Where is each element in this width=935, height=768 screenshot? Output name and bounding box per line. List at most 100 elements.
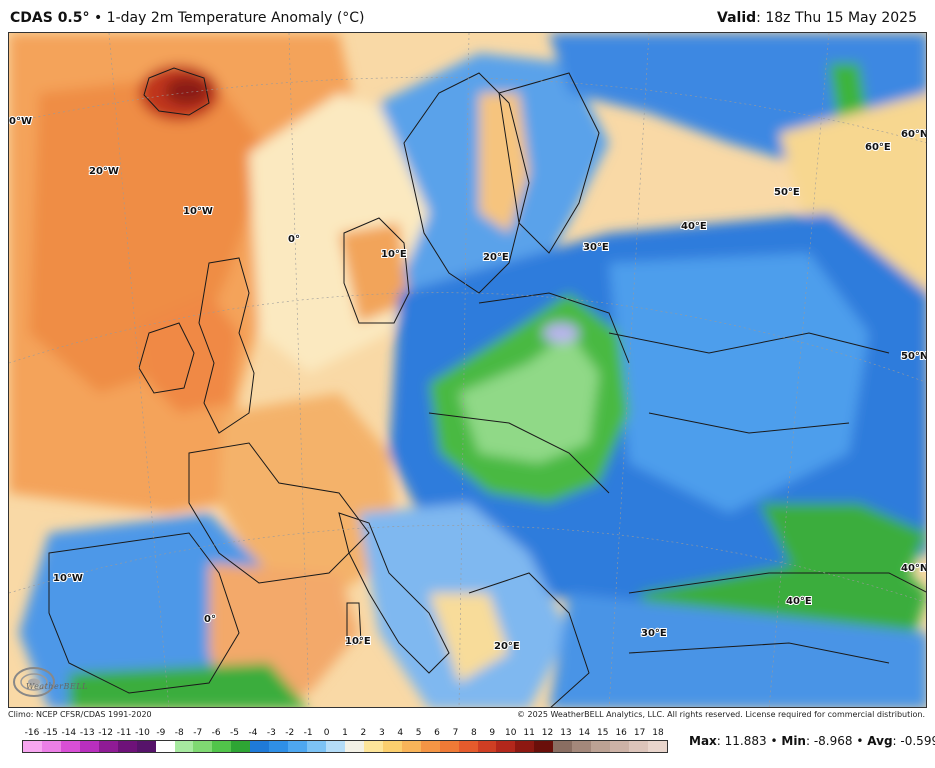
colorbar-tick-label: 7 bbox=[452, 728, 459, 738]
min-label: Min bbox=[781, 734, 806, 748]
anomaly-map: 0°W 20°W 10°W 0° 10°E 20°E 30°E 40°E 50°… bbox=[8, 32, 927, 708]
title-separator: • bbox=[93, 10, 103, 26]
colorbar-tick-label: 15 bbox=[597, 728, 609, 738]
lon-label: 40°E bbox=[786, 596, 812, 607]
colorbar-tick-label: -8 bbox=[174, 728, 184, 738]
lon-label: 60°E bbox=[865, 142, 891, 153]
colorbar-tick-label: -12 bbox=[98, 728, 113, 738]
stats-sep: • bbox=[770, 734, 778, 748]
coastlines bbox=[48, 67, 926, 707]
colorbar-tick-label: 11 bbox=[523, 728, 535, 738]
colorbar-tick-label: -10 bbox=[135, 728, 150, 738]
colorbar-tick-label: 3 bbox=[378, 728, 385, 738]
colorbar-tick-label: 12 bbox=[541, 728, 554, 738]
colorbar-tick-label: 13 bbox=[560, 728, 572, 738]
colorbar-cell bbox=[363, 741, 383, 752]
lon-lat-labels: 0°W 20°W 10°W 0° 10°E 20°E 30°E 40°E 50°… bbox=[9, 115, 927, 653]
lon-label: 40°E bbox=[681, 221, 707, 232]
map-canvas: 0°W 20°W 10°W 0° 10°E 20°E 30°E 40°E 50°… bbox=[9, 33, 927, 707]
colorbar-cell bbox=[647, 741, 667, 752]
product-description: 1-day 2m Temperature Anomaly (°C) bbox=[106, 10, 365, 26]
model-name: CDAS 0.5° bbox=[10, 10, 90, 26]
colorbar-cell bbox=[98, 741, 118, 752]
stats-sep: • bbox=[856, 734, 864, 748]
copyright-credit: © 2025 WeatherBELL Analytics, LLC. All r… bbox=[517, 710, 925, 719]
colorbar-cell bbox=[515, 741, 535, 752]
max-value: : 11.883 bbox=[716, 734, 767, 748]
colorbar-cell bbox=[307, 741, 326, 752]
graticule bbox=[9, 33, 926, 707]
lon-label: 10°E bbox=[345, 636, 371, 647]
colorbar-tick-label: -7 bbox=[193, 728, 203, 738]
colorbar-cell bbox=[193, 741, 213, 752]
colorbar-cell bbox=[41, 741, 61, 752]
colorbar-cell bbox=[610, 741, 629, 752]
lon-label: 20°E bbox=[494, 641, 520, 652]
colorbar-tick-label: -5 bbox=[230, 728, 240, 738]
colorbar-tick-label: -2 bbox=[285, 728, 295, 738]
colorbar-tick-label: 1 bbox=[342, 728, 348, 738]
colorbar-tick-label: -16 bbox=[24, 728, 40, 738]
colorbar-tick-label: 17 bbox=[633, 728, 646, 738]
colorbar-tick-label: 6 bbox=[434, 728, 440, 738]
colorbar-cell bbox=[117, 741, 137, 752]
lon-label: 0°W bbox=[9, 116, 32, 127]
colorbar-cell bbox=[344, 741, 364, 752]
colorbar-tick-label: -9 bbox=[156, 728, 166, 738]
colorbar-tick-label: -4 bbox=[248, 728, 258, 738]
colorbar-cell bbox=[458, 741, 478, 752]
colorbar-cell bbox=[250, 741, 270, 752]
lon-label: 10°W bbox=[183, 206, 213, 217]
colorbar-tick-label: 10 bbox=[504, 728, 517, 738]
lat-label: 40°N bbox=[901, 563, 927, 574]
colorbar-tick-label: -15 bbox=[43, 728, 58, 738]
colorbar-cell bbox=[439, 741, 459, 752]
avg-label: Avg bbox=[867, 734, 893, 748]
colorbar-cell bbox=[496, 741, 516, 752]
valid-value: : 18z Thu 15 May 2025 bbox=[756, 10, 917, 26]
lon-label: 30°E bbox=[583, 242, 609, 253]
lon-label: 10°E bbox=[381, 249, 407, 260]
colorbar-tick-label: 16 bbox=[615, 728, 627, 738]
lon-label: 20°E bbox=[483, 252, 509, 263]
colorbar-cell bbox=[23, 741, 42, 752]
colorbar-cell bbox=[60, 741, 80, 752]
valid-time: Valid: 18z Thu 15 May 2025 bbox=[717, 10, 917, 26]
colorbar-cell bbox=[174, 741, 194, 752]
logo-text: WeatherBELL bbox=[26, 682, 88, 691]
lon-label: 20°W bbox=[89, 166, 119, 177]
lat-label: 60°N bbox=[901, 129, 927, 140]
colorbar-cell bbox=[212, 741, 232, 752]
chart-header: CDAS 0.5° • 1-day 2m Temperature Anomaly… bbox=[0, 0, 935, 32]
colorbar-cell bbox=[79, 741, 99, 752]
colorbar bbox=[22, 740, 668, 753]
colorbar-tick-label: 2 bbox=[360, 728, 367, 738]
colorbar-cell bbox=[477, 741, 497, 752]
colorbar-tick-label: 4 bbox=[397, 728, 404, 738]
colorbar-cell bbox=[553, 741, 573, 752]
colorbar-cell bbox=[629, 741, 648, 752]
climo-credit: Climo: NCEP CFSR/CDAS 1991-2020 bbox=[8, 710, 152, 719]
colorbar-cell bbox=[136, 741, 156, 752]
colorbar-cell bbox=[326, 741, 345, 752]
lon-label: 0° bbox=[288, 234, 300, 245]
colorbar-tick-label: -3 bbox=[266, 728, 276, 738]
colorbar-tick-label: -11 bbox=[116, 728, 132, 738]
colorbar-labels: -16 -15 -14 -13 -12 -11 -10 -9 -8 -7 -6 -5 -4 -3 -2 -1 0… bbox=[22, 728, 668, 740]
colorbar-cell bbox=[269, 741, 289, 752]
colorbar-tick-label: 9 bbox=[489, 728, 496, 738]
colorbar-tick-label: 14 bbox=[578, 728, 591, 738]
colorbar-cell bbox=[231, 741, 251, 752]
valid-label: Valid bbox=[717, 10, 757, 26]
colorbar-cell bbox=[155, 741, 175, 752]
avg-value: : -0.599 bbox=[892, 734, 935, 748]
min-value: : -8.968 bbox=[805, 734, 853, 748]
colorbar-cell bbox=[534, 741, 554, 752]
lat-label: 50°N bbox=[901, 351, 927, 362]
colorbar-cell bbox=[382, 741, 402, 752]
colorbar-tick-label: -14 bbox=[61, 728, 77, 738]
colorbar-cell bbox=[401, 741, 421, 752]
colorbar-tick-label: 8 bbox=[471, 728, 477, 738]
field-statistics: Max: 11.883 • Min: -8.968 • Avg: -0.599 bbox=[689, 734, 935, 748]
colorbar-tick-label: -13 bbox=[79, 728, 95, 738]
